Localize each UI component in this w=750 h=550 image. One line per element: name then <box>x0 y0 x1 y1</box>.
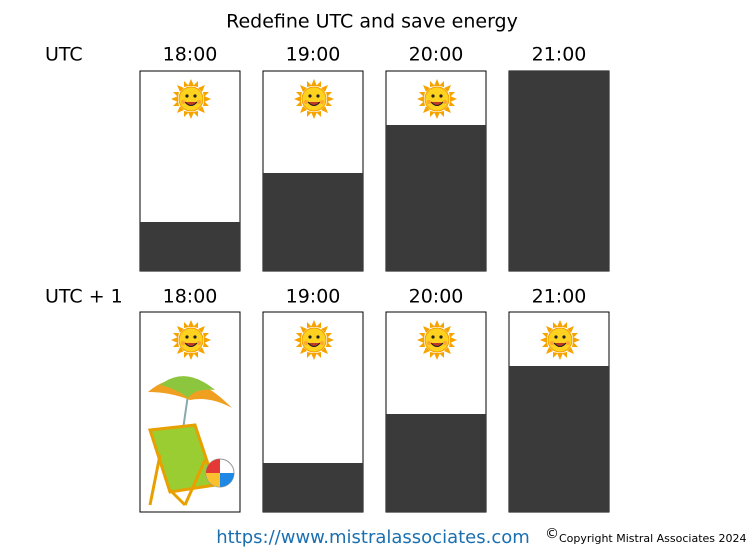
darkness <box>263 463 363 512</box>
sun <box>539 319 581 361</box>
copyright-text: Copyright Mistral Associates 2024 <box>559 532 747 545</box>
sun <box>293 319 335 361</box>
darkness <box>509 71 609 271</box>
darkness <box>140 222 240 271</box>
copyright-symbol: © <box>545 526 559 542</box>
sun <box>293 78 335 120</box>
title: Redefine UTC and save energy <box>226 11 518 33</box>
time-label: 18:00 <box>163 44 218 66</box>
darkness <box>509 366 609 512</box>
darkness <box>263 173 363 271</box>
time-label: 19:00 <box>286 44 341 66</box>
darkness <box>386 414 486 512</box>
row-label: UTC + 1 <box>45 286 123 308</box>
time-label: 21:00 <box>532 44 587 66</box>
time-label: 21:00 <box>532 286 587 308</box>
beach-scene <box>148 376 235 507</box>
sun <box>170 319 212 361</box>
row-label: UTC <box>45 44 83 66</box>
sun <box>416 319 458 361</box>
time-label: 20:00 <box>409 44 464 66</box>
time-label: 19:00 <box>286 286 341 308</box>
time-label: 18:00 <box>163 286 218 308</box>
sun <box>170 78 212 120</box>
website-link[interactable]: https://www.mistralassociates.com <box>216 527 530 548</box>
darkness <box>386 125 486 271</box>
sun <box>416 78 458 120</box>
time-label: 20:00 <box>409 286 464 308</box>
